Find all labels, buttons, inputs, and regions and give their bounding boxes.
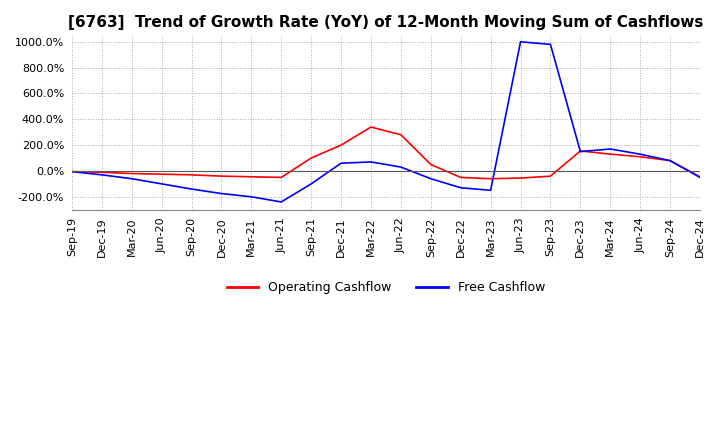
Operating Cashflow (157, 172, 166, 177)
Free Cashflow (397, 165, 405, 170)
Free Cashflow (127, 176, 136, 181)
Free Cashflow (187, 187, 196, 192)
Operating Cashflow (127, 171, 136, 176)
Operating Cashflow (97, 169, 106, 175)
Operating Cashflow (366, 125, 375, 130)
Line: Operating Cashflow: Operating Cashflow (72, 127, 700, 179)
Operating Cashflow (486, 176, 495, 181)
Free Cashflow (366, 159, 375, 165)
Free Cashflow (486, 188, 495, 193)
Free Cashflow (157, 181, 166, 187)
Operating Cashflow (456, 175, 465, 180)
Legend: Operating Cashflow, Free Cashflow: Operating Cashflow, Free Cashflow (222, 276, 550, 299)
Free Cashflow (307, 181, 315, 187)
Operating Cashflow (666, 158, 675, 163)
Operating Cashflow (307, 155, 315, 161)
Free Cashflow (217, 191, 226, 196)
Line: Free Cashflow: Free Cashflow (72, 42, 700, 202)
Free Cashflow (516, 39, 525, 44)
Free Cashflow (636, 151, 644, 157)
Operating Cashflow (247, 174, 256, 180)
Operating Cashflow (636, 154, 644, 159)
Operating Cashflow (606, 151, 615, 157)
Title: [6763]  Trend of Growth Rate (YoY) of 12-Month Moving Sum of Cashflows: [6763] Trend of Growth Rate (YoY) of 12-… (68, 15, 703, 30)
Operating Cashflow (397, 132, 405, 137)
Operating Cashflow (576, 148, 585, 154)
Operating Cashflow (187, 172, 196, 177)
Operating Cashflow (277, 175, 286, 180)
Free Cashflow (247, 194, 256, 199)
Free Cashflow (696, 175, 704, 180)
Free Cashflow (456, 185, 465, 191)
Operating Cashflow (337, 143, 346, 148)
Free Cashflow (606, 147, 615, 152)
Free Cashflow (666, 158, 675, 163)
Free Cashflow (576, 149, 585, 154)
Free Cashflow (68, 169, 76, 174)
Operating Cashflow (516, 176, 525, 181)
Free Cashflow (337, 161, 346, 166)
Operating Cashflow (546, 173, 555, 179)
Free Cashflow (426, 176, 435, 181)
Free Cashflow (277, 199, 286, 205)
Free Cashflow (546, 42, 555, 47)
Operating Cashflow (426, 162, 435, 167)
Operating Cashflow (68, 169, 76, 174)
Free Cashflow (97, 172, 106, 177)
Operating Cashflow (217, 173, 226, 179)
Operating Cashflow (696, 174, 704, 180)
